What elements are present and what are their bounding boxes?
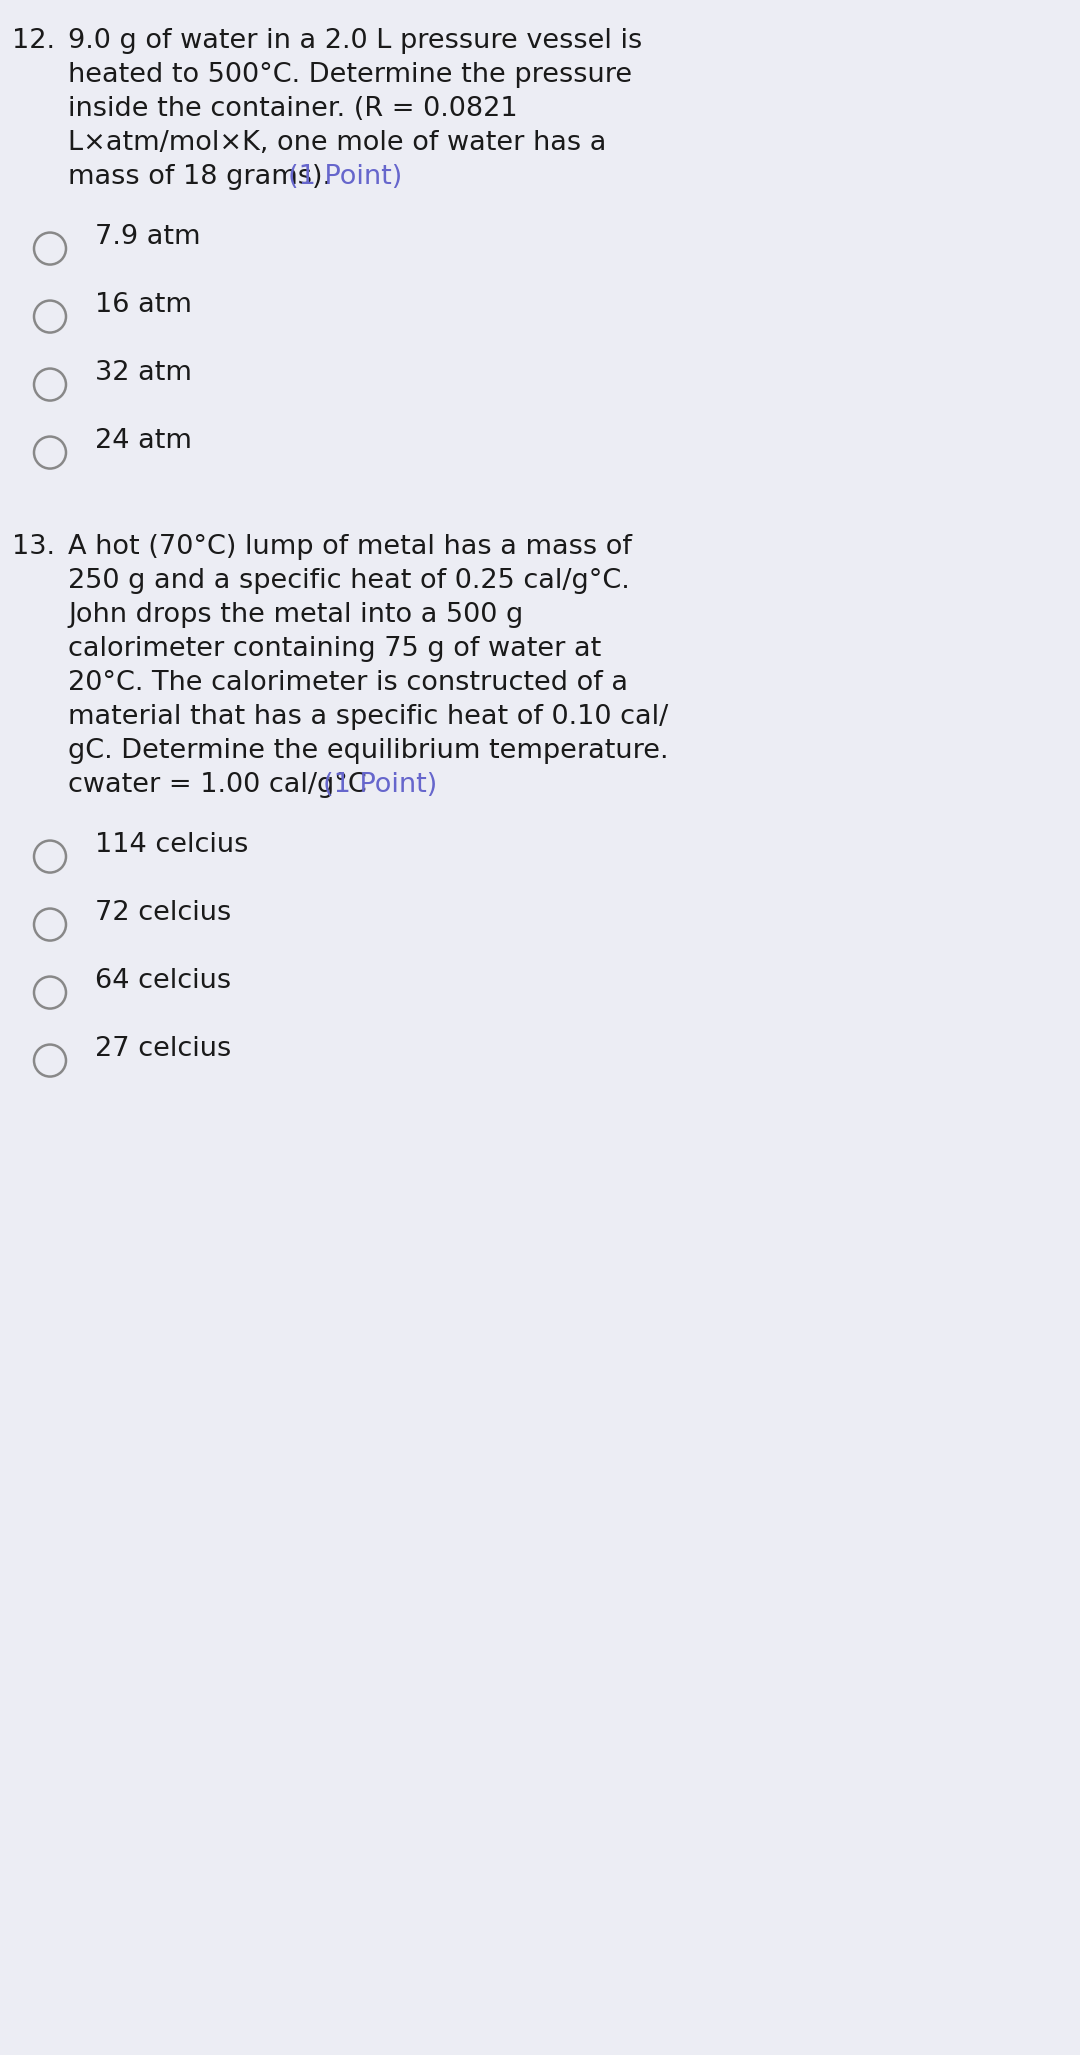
- Text: 114 celcius: 114 celcius: [95, 832, 248, 859]
- Circle shape: [33, 436, 66, 469]
- Text: 27 celcius: 27 celcius: [95, 1036, 231, 1062]
- Circle shape: [33, 976, 66, 1009]
- Text: material that has a specific heat of 0.10 cal/: material that has a specific heat of 0.1…: [68, 705, 669, 730]
- Text: L×atm/mol×K, one mole of water has a: L×atm/mol×K, one mole of water has a: [68, 129, 606, 156]
- Text: (1 Point): (1 Point): [323, 773, 437, 797]
- Text: inside the container. (R = 0.0821: inside the container. (R = 0.0821: [68, 97, 517, 121]
- Text: A hot (70°C) lump of metal has a mass of: A hot (70°C) lump of metal has a mass of: [68, 534, 632, 561]
- Circle shape: [33, 368, 66, 401]
- Text: (1 Point): (1 Point): [288, 164, 403, 189]
- Text: mass of 18 grams).: mass of 18 grams).: [68, 164, 339, 189]
- Text: 12.: 12.: [12, 29, 55, 53]
- Circle shape: [33, 232, 66, 265]
- Circle shape: [33, 908, 66, 941]
- Text: 16 atm: 16 atm: [95, 292, 192, 319]
- Text: cwater = 1.00 cal/g°C: cwater = 1.00 cal/g°C: [68, 773, 376, 797]
- Text: calorimeter containing 75 g of water at: calorimeter containing 75 g of water at: [68, 635, 602, 662]
- Text: 32 atm: 32 atm: [95, 360, 192, 386]
- Text: gC. Determine the equilibrium temperature.: gC. Determine the equilibrium temperatur…: [68, 738, 669, 764]
- Text: 13.: 13.: [12, 534, 55, 561]
- Text: 72 celcius: 72 celcius: [95, 900, 231, 927]
- Circle shape: [33, 1044, 66, 1077]
- Text: 9.0 g of water in a 2.0 L pressure vessel is: 9.0 g of water in a 2.0 L pressure vesse…: [68, 29, 643, 53]
- Text: John drops the metal into a 500 g: John drops the metal into a 500 g: [68, 602, 523, 629]
- Text: 20°C. The calorimeter is constructed of a: 20°C. The calorimeter is constructed of …: [68, 670, 627, 697]
- Circle shape: [33, 840, 66, 873]
- Text: 24 atm: 24 atm: [95, 427, 192, 454]
- Text: 250 g and a specific heat of 0.25 cal/g°C.: 250 g and a specific heat of 0.25 cal/g°…: [68, 567, 630, 594]
- Text: 64 celcius: 64 celcius: [95, 968, 231, 995]
- Text: 7.9 atm: 7.9 atm: [95, 224, 201, 251]
- Circle shape: [33, 300, 66, 333]
- Text: heated to 500°C. Determine the pressure: heated to 500°C. Determine the pressure: [68, 62, 632, 88]
